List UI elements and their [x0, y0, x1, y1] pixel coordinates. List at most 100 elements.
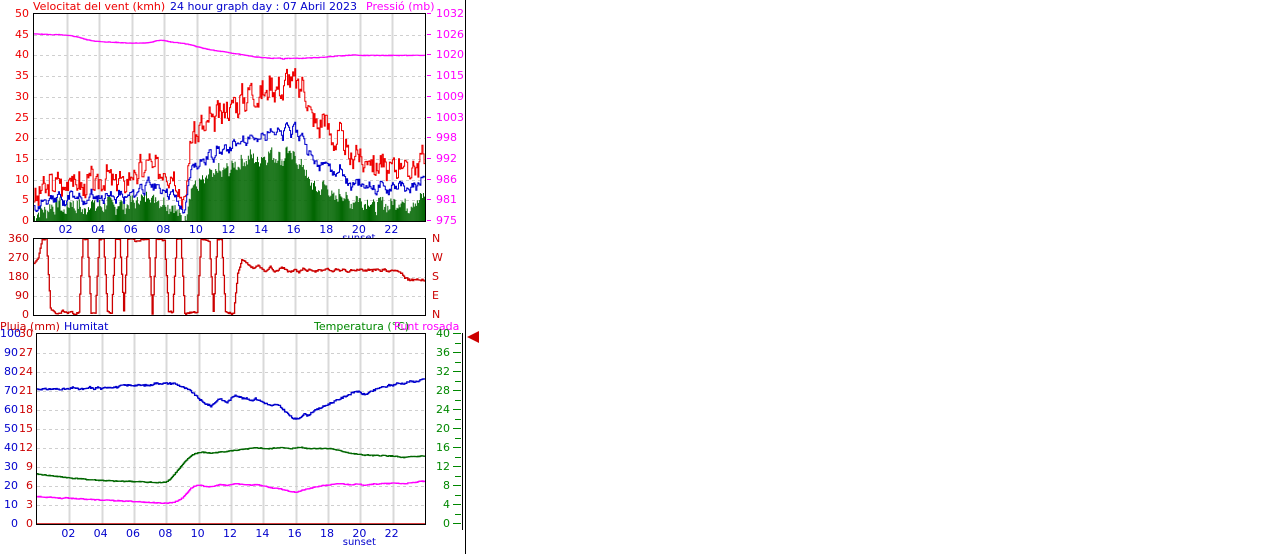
- wind-chart-left-title: Velocitat del vent (kmh): [33, 0, 166, 13]
- bottom-x-tick: 08: [158, 527, 173, 540]
- temperature-tick-mark: [453, 447, 461, 448]
- wind-x-tick: 02: [58, 223, 73, 236]
- current-temperature-marker-icon: [466, 331, 480, 343]
- rain-y-tick: 12: [19, 441, 33, 454]
- temperature-y-tick: 32: [436, 365, 450, 378]
- rain-title: Pluja (mm): [0, 320, 60, 333]
- rain-y-tick: 15: [19, 422, 33, 435]
- wind-x-tick: 06: [123, 223, 138, 236]
- humidity-y-tick: 40: [4, 441, 18, 454]
- bottom-x-tick: 04: [93, 527, 108, 540]
- pressure-tick-mark: [427, 75, 431, 76]
- direction-grid: [34, 239, 425, 315]
- bottom-x-tick: 14: [255, 527, 270, 540]
- wind-plot-area: [33, 13, 426, 222]
- pressure-y-tick: 1020: [436, 48, 464, 61]
- temperature-tick-mark: [453, 466, 461, 467]
- temperature-tick-mark: [455, 361, 461, 363]
- wind-x-tick: 18: [319, 223, 334, 236]
- direction-y-tick: 0: [22, 308, 29, 321]
- wind-x-tick: 10: [188, 223, 203, 236]
- temperature-tick-mark: [455, 513, 461, 515]
- temperature-tick-mark: [453, 523, 461, 524]
- wind-y-left-tick: 15: [15, 152, 29, 165]
- humidity-y-tick: 70: [4, 384, 18, 397]
- temperature-tick-mark: [455, 399, 461, 401]
- wind-y-left-tick: 5: [22, 193, 29, 206]
- bottom-x-tick: 10: [190, 527, 205, 540]
- direction-y-tick: 180: [8, 270, 29, 283]
- pressure-y-tick: 1015: [436, 69, 464, 82]
- wind-y-left-tick: 35: [15, 69, 29, 82]
- humidity-y-tick: 90: [4, 346, 18, 359]
- bottom-x-tick: 16: [287, 527, 302, 540]
- rain-y-tick: 0: [26, 517, 33, 530]
- temperature-y-tick: 28: [436, 384, 450, 397]
- humidity-y-tick: 30: [4, 460, 18, 473]
- temperature-y-tick: 0: [443, 517, 450, 530]
- bottom-x-tick: 02: [61, 527, 76, 540]
- bottom-x-tick: 20: [352, 527, 367, 540]
- bottom-plot-svg: [37, 334, 425, 524]
- temperature-y-tick: 12: [436, 460, 450, 473]
- temperature-y-tick: 4: [443, 498, 450, 511]
- temperature-y-tick: 16: [436, 441, 450, 454]
- direction-compass-label: S: [432, 270, 439, 283]
- pressure-y-tick: 992: [436, 152, 457, 165]
- temperature-tick-mark: [455, 380, 461, 382]
- direction-compass-label: N: [432, 232, 441, 245]
- dewpoint-title: Punt rosada: [394, 320, 460, 333]
- temperature-tick-mark: [453, 409, 461, 410]
- temperature-y-tick: 40: [436, 327, 450, 340]
- wind-plot-svg: [34, 14, 425, 221]
- temperature-tick-mark: [455, 437, 461, 439]
- pressure-tick-mark: [427, 199, 431, 200]
- wind-x-tick: 16: [286, 223, 301, 236]
- pressure-y-tick: 975: [436, 214, 457, 227]
- wind-y-left-tick: 20: [15, 131, 29, 144]
- wind-y-left-tick: 30: [15, 90, 29, 103]
- direction-plot-area: [33, 238, 426, 316]
- right-border-divider: [465, 0, 466, 554]
- temperature-tick-mark: [455, 494, 461, 496]
- humidity-y-tick: 50: [4, 422, 18, 435]
- direction-plot-svg: [34, 239, 425, 315]
- bottom-series: [37, 378, 425, 524]
- pressure-tick-mark: [427, 179, 431, 180]
- wind-chart-center-title: 24 hour graph day : 07 Abril 2023: [170, 0, 357, 13]
- wind-chart-right-title: Pressió (mb): [366, 0, 435, 13]
- direction-y-tick: 360: [8, 232, 29, 245]
- rain-y-tick: 27: [19, 346, 33, 359]
- direction-y-tick: 90: [15, 289, 29, 302]
- humidity-y-tick: 60: [4, 403, 18, 416]
- pressure-tick-mark: [427, 54, 431, 55]
- wind-series: [34, 33, 425, 221]
- wind-y-left-tick: 45: [15, 28, 29, 41]
- wind-x-tick: 14: [254, 223, 269, 236]
- wind-y-left-tick: 0: [22, 214, 29, 227]
- temperature-tick-mark: [455, 456, 461, 458]
- temperature-tick-mark: [453, 371, 461, 372]
- rain-y-tick: 3: [26, 498, 33, 511]
- temperature-tick-mark: [453, 390, 461, 391]
- wind-x-tick: 08: [156, 223, 171, 236]
- temperature-title: Temperatura (°C): [314, 320, 410, 333]
- wind-x-tick: 22: [384, 223, 399, 236]
- humidity-y-tick: 80: [4, 365, 18, 378]
- temperature-tick-mark: [455, 418, 461, 420]
- direction-compass-label: N: [432, 308, 441, 321]
- humidity-y-tick: 20: [4, 479, 18, 492]
- temperature-y-tick: 20: [436, 422, 450, 435]
- pressure-tick-mark: [427, 96, 431, 97]
- temperature-y-tick: 36: [436, 346, 450, 359]
- wind-speed-chart: Velocitat del vent (kmh) 24 hour graph d…: [0, 0, 465, 244]
- wind-y-left-tick: 50: [15, 7, 29, 20]
- humidity-y-tick: 10: [4, 498, 18, 511]
- pressure-tick-mark: [427, 34, 431, 35]
- pressure-tick-mark: [427, 158, 431, 159]
- temperature-tick-mark: [455, 475, 461, 477]
- bottom-grid: [37, 334, 425, 524]
- temperature-tick-mark: [453, 333, 461, 334]
